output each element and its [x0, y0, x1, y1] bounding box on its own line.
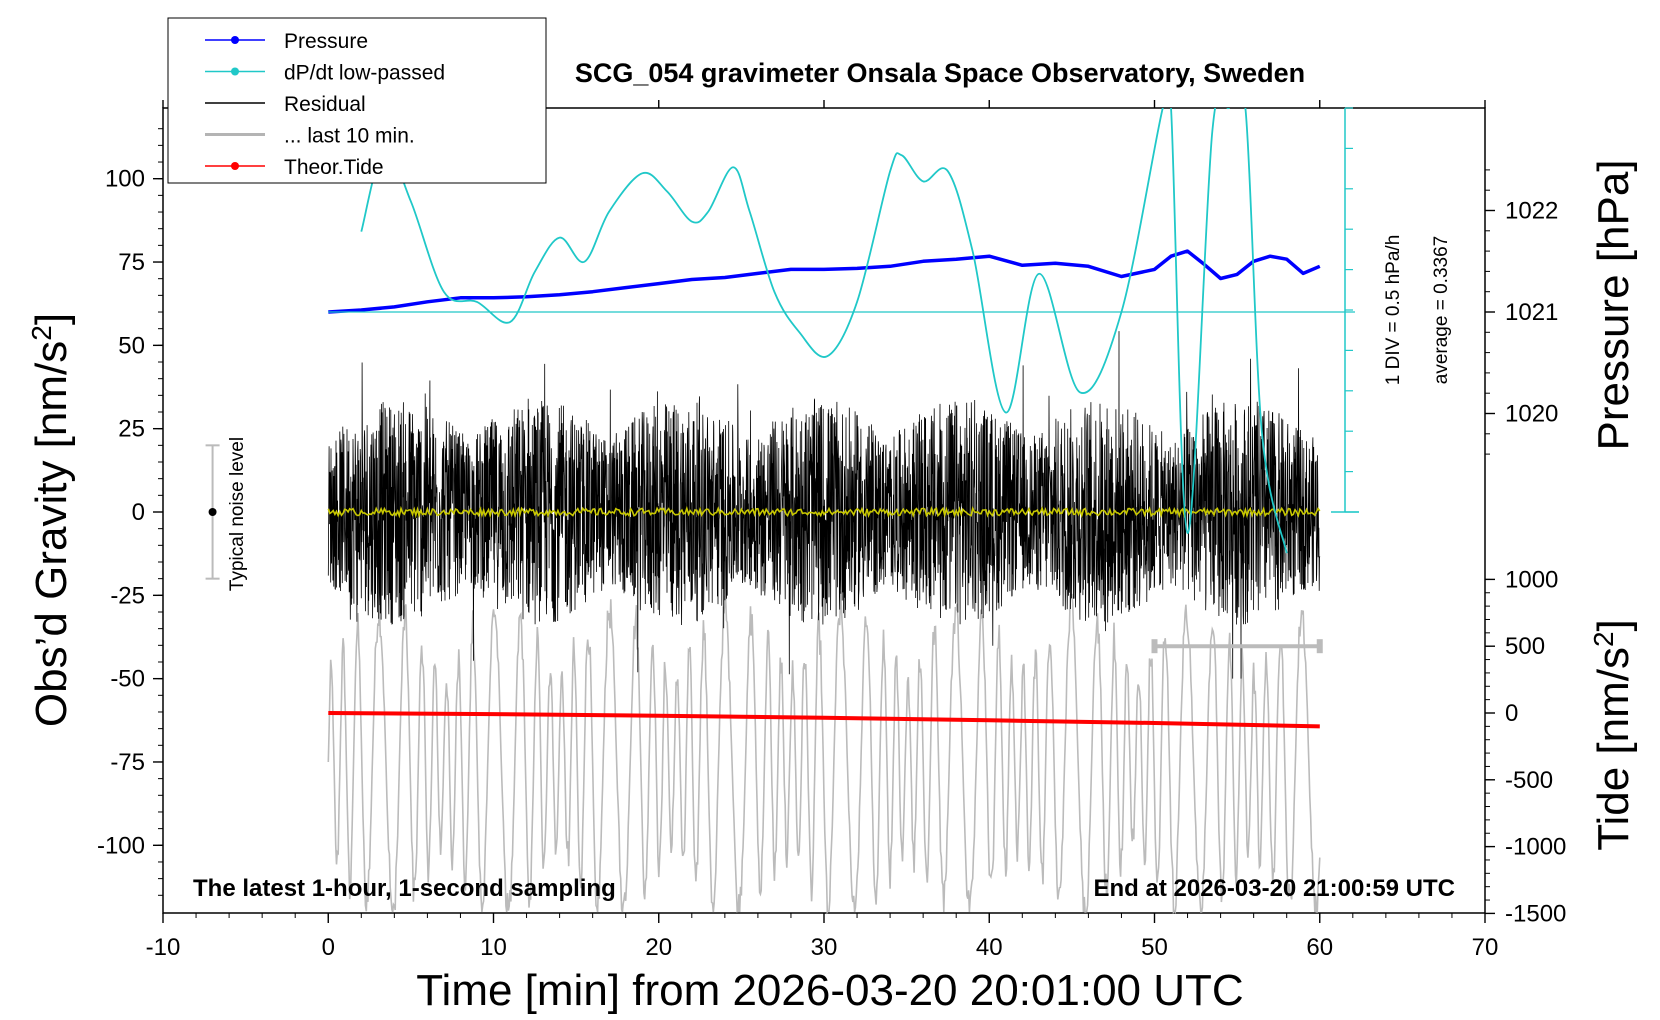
y-axis-label-left-main: Obs’d Gravity [nm/s [27, 341, 76, 727]
div-label: 1 DIV = 0.5 hPa/h [1383, 235, 1404, 386]
theor-tide-line [328, 711, 1320, 729]
last-10-min-line [327, 590, 1321, 915]
y-tick-label: 50 [118, 332, 145, 359]
x-tick-label: 40 [976, 934, 1003, 961]
residual-smoothed-series [327, 505, 1321, 519]
pressure-tick-label: 1021 [1505, 299, 1558, 326]
x-tick-label: 10 [480, 934, 507, 961]
left-note: The latest 1-hour, 1-second sampling [193, 875, 616, 902]
x-tick-label: -10 [146, 934, 181, 961]
tide-tick-label: -1500 [1505, 900, 1566, 927]
y-axis-label-pressure: Pressure [hPa] [1589, 159, 1638, 450]
tide-tick-label: 500 [1505, 633, 1545, 660]
legend-marker [231, 67, 239, 76]
x-tick-label: 0 [322, 934, 335, 961]
tide-tick-label: 1000 [1505, 566, 1558, 593]
y-axis-label-tide-close: ] [1589, 619, 1638, 631]
noise-bar-center [208, 508, 217, 516]
theor-tide-series [328, 711, 1320, 729]
annotation-marks [205, 444, 1323, 654]
legend-box [167, 17, 547, 184]
x-axis-label: Time [min] from 2026-03-20 20:01:00 UTC [416, 966, 1243, 1015]
y-tick-label: -50 [110, 666, 145, 693]
chart-title: SCG_054 gravimeter Onsala Space Observat… [575, 58, 1305, 88]
x-tick-label: 30 [811, 934, 838, 961]
dpdt-series [328, 107, 1359, 554]
gap-marker-left [1151, 639, 1158, 654]
tide-tick-label: -500 [1505, 767, 1553, 794]
legend-marker [231, 162, 239, 170]
x-tick-label: 20 [645, 934, 672, 961]
y-tick-label: -100 [97, 832, 145, 859]
y-tick-label: 25 [118, 416, 145, 443]
gap-marker-right [1316, 639, 1323, 654]
pressure-tick-label: 1022 [1505, 198, 1558, 225]
y-axis-label-tide-sup: 2 [1588, 631, 1619, 647]
average-label: average = 0.3367 [1431, 236, 1452, 384]
tide-axis-ticks: 1000 500 0 -500 -1000 -1500 [1485, 566, 1566, 927]
y-axis-label-left: Obs’d Gravity [nm/s2] [26, 313, 77, 727]
y-tick-label: 0 [132, 499, 145, 526]
tide-tick-label: 0 [1505, 700, 1518, 727]
y-axis-label-left-sup: 2 [26, 325, 57, 341]
legend-label: dP/dt low-passed [284, 62, 445, 85]
noise-level-label: Typical noise level [227, 437, 248, 591]
residual-smoothed-line [327, 505, 1321, 519]
x-tick-label: 60 [1306, 934, 1333, 961]
legend-items: Pressure dP/dt low-passed Residual ... last… [205, 30, 445, 179]
y-axis-label-tide: Tide [nm/s2] [1588, 619, 1639, 851]
legend-label: ... last 10 min. [284, 125, 415, 148]
y-tick-label: 100 [105, 166, 145, 193]
y-axis-label-left-close: ] [27, 313, 76, 325]
right-note: End at 2026-03-20 21:00:59 UTC [1094, 875, 1456, 902]
last-10-min-series [327, 590, 1321, 915]
y-tick-label: -75 [110, 749, 145, 776]
legend-marker [231, 36, 239, 44]
pressure-series [328, 249, 1321, 314]
legend-label: Theor.Tide [284, 156, 384, 179]
pressure-axis-ticks: 1022 1021 1020 [1485, 169, 1558, 455]
legend: Pressure dP/dt low-passed Residual ... last… [167, 17, 547, 184]
x-axis-ticks: -10 0 10 20 30 40 50 60 70 [146, 100, 1499, 961]
y-tick-label: 75 [118, 249, 145, 276]
pressure-tick-label: 1020 [1505, 401, 1558, 428]
y-tick-label: -25 [110, 582, 145, 609]
residual-line [327, 331, 1321, 679]
x-tick-label: 70 [1472, 934, 1499, 961]
tide-tick-label: -1000 [1505, 834, 1566, 861]
residual-series [327, 331, 1321, 679]
legend-label: Pressure [284, 30, 368, 53]
y-axis-ticks: 100 75 50 25 0 -25 -50 -75 -100 [97, 128, 163, 896]
dpdt-line [360, 108, 1288, 554]
x-tick-label: 50 [1141, 934, 1168, 961]
legend-label: Residual [284, 93, 366, 116]
y-axis-label-tide-main: Tide [nm/s [1589, 647, 1638, 851]
pressure-line [328, 249, 1321, 314]
